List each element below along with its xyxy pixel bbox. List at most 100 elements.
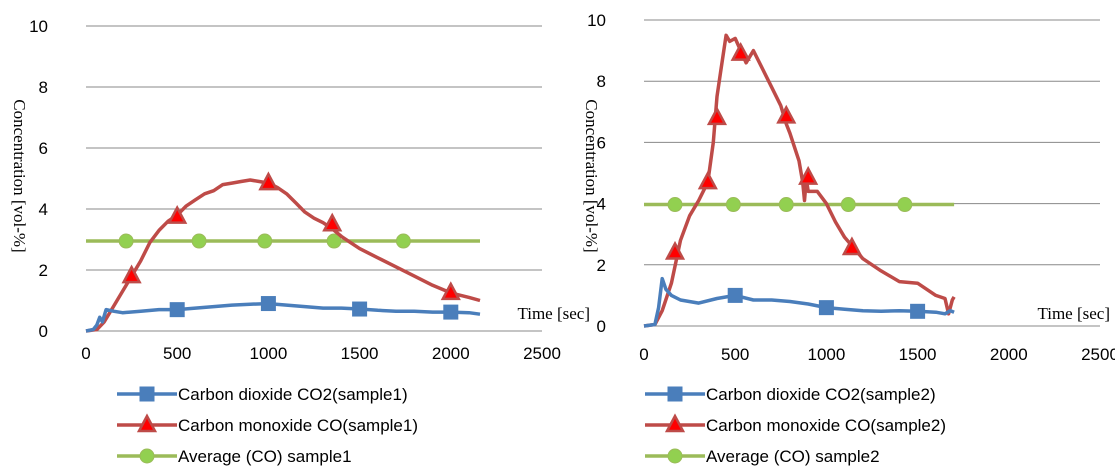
y-tick-label: 10	[29, 17, 48, 36]
legend-item-co: Carbon monoxide CO(sample2)	[645, 413, 946, 435]
data-point-co	[798, 165, 819, 185]
y-tick-label: 6	[597, 133, 606, 152]
series-line-co	[85, 178, 481, 333]
data-point-co	[841, 236, 863, 256]
data-point-co	[664, 240, 686, 260]
data-point-average	[778, 197, 794, 213]
y-tick-label: 8	[39, 78, 48, 97]
data-point-co2	[260, 296, 276, 312]
data-point-co2	[910, 303, 926, 319]
data-point-co	[440, 281, 461, 301]
series-co	[85, 171, 481, 333]
legend-marker	[667, 448, 683, 464]
legend-label-co: Carbon monoxide CO(sample2)	[706, 416, 946, 435]
legend-symbol-co2	[117, 386, 177, 402]
plot-area	[643, 33, 956, 328]
data-point-average	[395, 233, 411, 249]
legend-symbol-co	[117, 413, 177, 433]
data-point-average	[191, 233, 207, 249]
x-axis-title: Time [sec]	[1037, 304, 1110, 323]
x-tick-label: 0	[639, 345, 648, 364]
data-point-average	[326, 233, 342, 249]
y-tick-label: 0	[597, 317, 606, 336]
y-tick-label: 4	[39, 200, 48, 219]
x-tick-labels: 0 500 1000 1500 2000 2500	[639, 345, 1115, 364]
x-tick-label: 2000	[432, 344, 470, 363]
data-point-average	[118, 233, 134, 249]
x-tick-labels: 0 500 1000 1500 2000 2500	[81, 344, 561, 363]
legend-item-co2: Carbon dioxide CO2(sample1)	[117, 385, 408, 404]
y-tick-label: 2	[597, 256, 606, 275]
y-tick-labels: 0 2 4 6 8 10	[29, 17, 48, 341]
data-point-average	[257, 233, 273, 249]
legend-label-average: Average (CO) sample1	[178, 447, 352, 466]
series-line-co2	[85, 301, 481, 333]
legend-label-co: Carbon monoxide CO(sample1)	[178, 416, 418, 435]
series-co	[643, 33, 956, 328]
y-tick-label: 4	[597, 195, 606, 214]
legend-marker	[664, 413, 686, 433]
data-point-co	[730, 42, 751, 61]
y-gridlines	[86, 25, 542, 271]
legend: Carbon dioxide CO2(sample1) Carbon monox…	[117, 385, 418, 466]
data-point-co	[697, 170, 718, 190]
legend-label-co2: Carbon dioxide CO2(sample2)	[706, 385, 936, 404]
x-tick-label: 2500	[1081, 345, 1115, 364]
data-point-co2	[169, 302, 185, 318]
x-tick-label: 2500	[523, 344, 561, 363]
plot-area	[85, 171, 481, 333]
data-point-co	[322, 212, 343, 232]
series-co2	[85, 296, 481, 333]
legend-marker	[667, 386, 683, 402]
legend-item-co2: Carbon dioxide CO2(sample2)	[645, 385, 936, 404]
y-axis-title: Concentration [vol-%]	[582, 99, 601, 252]
legend-symbol-average	[645, 448, 705, 464]
y-axis-title: Concentration [vol-%]	[10, 99, 29, 252]
x-tick-label: 500	[163, 344, 191, 363]
legend-item-average: Average (CO) sample2	[645, 447, 880, 466]
data-point-co2	[727, 287, 743, 303]
data-point-average	[897, 197, 913, 213]
series-co2	[643, 276, 955, 328]
legend-marker	[139, 448, 155, 464]
x-axis-title: Time [sec]	[517, 304, 590, 323]
x-tick-label: 1500	[341, 344, 379, 363]
y-tick-label: 8	[597, 72, 606, 91]
chart-sample2: 0 2 4 6 8 10 0 500 1000 1500 2000 2500 Concentrati…	[582, 11, 1115, 466]
y-tick-label: 0	[39, 322, 48, 341]
legend-symbol-co2	[645, 386, 705, 402]
legend-label-average: Average (CO) sample2	[706, 447, 880, 466]
legend: Carbon dioxide CO2(sample2) Carbon monox…	[645, 385, 946, 466]
x-tick-label: 1000	[249, 344, 287, 363]
data-point-co	[706, 106, 728, 126]
x-tick-label: 0	[81, 344, 90, 363]
series-average	[86, 233, 480, 249]
legend-marker	[136, 413, 158, 433]
x-tick-label: 2000	[990, 345, 1028, 364]
y-tick-labels: 0 2 4 6 8 10	[587, 11, 606, 336]
data-point-co2	[443, 304, 459, 320]
data-point-average	[840, 197, 856, 213]
data-point-co2	[352, 301, 368, 317]
series-average	[644, 197, 955, 213]
chart-sample1: 0 2 4 6 8 10 0 500 1000 1500 2000 2500 Concentrati…	[10, 17, 590, 466]
x-tick-label: 1000	[807, 345, 845, 364]
data-point-co	[167, 204, 188, 224]
legend-item-average: Average (CO) sample1	[117, 447, 352, 466]
data-point-co	[776, 104, 797, 124]
data-point-average	[667, 197, 683, 213]
legend-symbol-co	[645, 413, 705, 433]
data-point-average	[725, 197, 741, 213]
y-tick-label: 10	[587, 11, 606, 30]
x-tick-label: 1500	[899, 345, 937, 364]
series-line-co	[643, 33, 956, 328]
x-tick-label: 500	[721, 345, 749, 364]
legend-label-co2: Carbon dioxide CO2(sample1)	[178, 385, 408, 404]
legend-item-co: Carbon monoxide CO(sample1)	[117, 413, 418, 435]
legend-marker	[139, 386, 155, 402]
y-tick-label: 6	[39, 139, 48, 158]
data-point-co2	[818, 300, 834, 316]
data-point-co	[258, 171, 279, 191]
legend-symbol-average	[117, 448, 177, 464]
